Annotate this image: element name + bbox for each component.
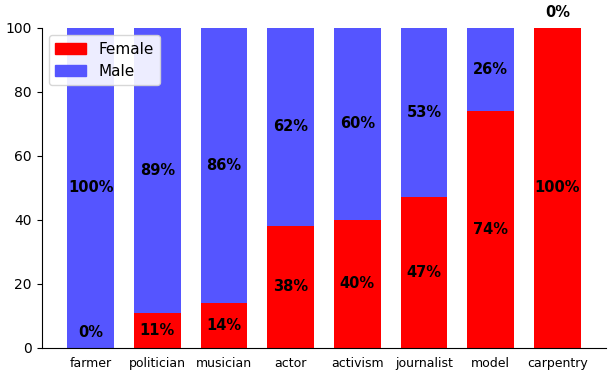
- Text: 60%: 60%: [340, 116, 375, 131]
- Text: 40%: 40%: [340, 276, 375, 291]
- Text: 26%: 26%: [473, 62, 508, 77]
- Text: 0%: 0%: [78, 325, 103, 340]
- Text: 11%: 11%: [140, 323, 175, 338]
- Text: 14%: 14%: [206, 318, 242, 333]
- Bar: [334, 28, 381, 220]
- Text: 47%: 47%: [406, 265, 442, 280]
- Text: 53%: 53%: [406, 105, 442, 120]
- Bar: [468, 28, 514, 111]
- Bar: [134, 28, 181, 312]
- Text: 0%: 0%: [545, 5, 570, 20]
- Bar: [267, 226, 314, 348]
- Bar: [67, 28, 114, 348]
- Text: 89%: 89%: [140, 163, 175, 178]
- Bar: [267, 28, 314, 226]
- Bar: [401, 197, 447, 348]
- Bar: [468, 111, 514, 348]
- Bar: [134, 312, 181, 348]
- Text: 74%: 74%: [473, 222, 508, 237]
- Text: 86%: 86%: [206, 158, 242, 173]
- Bar: [534, 28, 581, 348]
- Text: 100%: 100%: [535, 180, 580, 195]
- Bar: [201, 28, 247, 303]
- Bar: [201, 303, 247, 348]
- Text: 38%: 38%: [273, 279, 308, 294]
- Bar: [401, 28, 447, 197]
- Text: 62%: 62%: [273, 120, 308, 135]
- Text: 100%: 100%: [68, 180, 113, 195]
- Legend: Female, Male: Female, Male: [50, 35, 160, 85]
- Bar: [334, 220, 381, 348]
